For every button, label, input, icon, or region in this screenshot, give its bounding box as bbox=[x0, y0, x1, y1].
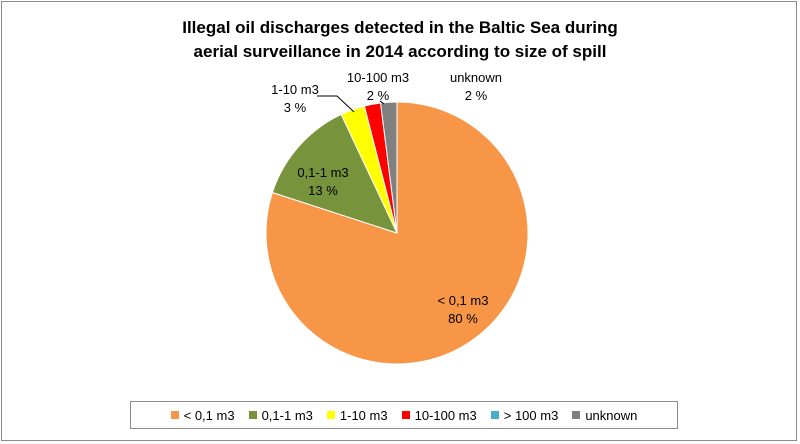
data-label-category-0-1-1-m3: 0,1-1 m3 bbox=[297, 165, 348, 180]
leader-line-10-100-m3 bbox=[379, 100, 385, 105]
legend-swatch-unknown bbox=[572, 411, 581, 419]
legend-swatch-0-1-m3 bbox=[170, 411, 179, 419]
pie-slice-unknown bbox=[380, 101, 398, 234]
chart-legend: < 0,1 m3 0,1-1 m3 1-10 m3 10-100 m3 > 100 m3… bbox=[130, 401, 678, 429]
legend-label-10-100-m3: 10-100 m3 bbox=[414, 407, 477, 423]
data-label-value-10-100-m3: 2 % bbox=[367, 88, 390, 103]
data-label-category-0-1-m3: < 0,1 m3 bbox=[438, 293, 489, 308]
pie-slice-0-1-1-m3 bbox=[271, 113, 398, 234]
data-label-category-10-100-m3: 10-100 m3 bbox=[347, 70, 409, 85]
data-label-category-1-10-m3: 1-10 m3 bbox=[271, 82, 319, 97]
leader-line-1-10-m3 bbox=[317, 95, 355, 113]
legend-item-unknown: unknown bbox=[572, 408, 637, 423]
legend-label-1-10-m3: 1-10 m3 bbox=[339, 407, 388, 423]
legend-swatch-100-m3 bbox=[490, 411, 499, 419]
legend-item-0-1-1-m3: 0,1-1 m3 bbox=[248, 407, 313, 423]
data-label-value-1-10-m3: 3 % bbox=[284, 100, 307, 115]
legend-swatch-1-10-m3 bbox=[326, 411, 335, 419]
legend-label-0-1-m3: < 0,1 m3 bbox=[183, 407, 235, 423]
data-label-value-unknown: 2 % bbox=[465, 88, 488, 103]
chart-title-line-2: aerial surveillance in 2014 according to… bbox=[193, 42, 607, 61]
legend-label-unknown: unknown bbox=[585, 407, 638, 423]
chart-title-line-1: Illegal oil discharges detected in the B… bbox=[182, 18, 618, 37]
chart-title: Illegal oil discharges detected in the B… bbox=[2, 16, 798, 64]
legend-item-0-1-m3: < 0,1 m3 bbox=[170, 407, 235, 423]
legend-label-100-m3: > 100 m3 bbox=[503, 407, 559, 423]
legend-swatch-10-100-m3 bbox=[401, 411, 410, 419]
legend-swatch-0-1-1-m3 bbox=[248, 411, 257, 419]
data-label-value-0-1-m3: 80 % bbox=[448, 311, 478, 326]
legend-item-10-100-m3: 10-100 m3 bbox=[401, 407, 477, 423]
legend-item-100-m3: > 100 m3 bbox=[490, 407, 559, 423]
data-label-category-unknown: unknown bbox=[450, 70, 502, 85]
legend-label-0-1-1-m3: 0,1-1 m3 bbox=[261, 407, 313, 423]
data-label-value-0-1-1-m3: 13 % bbox=[308, 183, 338, 198]
legend-item-1-10-m3: 1-10 m3 bbox=[326, 407, 388, 423]
